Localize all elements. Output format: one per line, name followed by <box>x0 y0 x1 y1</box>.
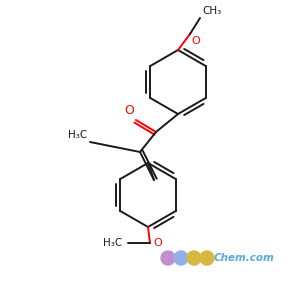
Circle shape <box>174 251 188 265</box>
Text: O: O <box>153 238 162 248</box>
Circle shape <box>161 251 175 265</box>
Text: H₃C: H₃C <box>103 238 122 248</box>
Text: Chem.com: Chem.com <box>214 253 275 263</box>
Circle shape <box>187 251 201 265</box>
Circle shape <box>200 251 214 265</box>
Text: CH₃: CH₃ <box>202 6 221 16</box>
Text: O: O <box>124 104 134 117</box>
Text: H₃C: H₃C <box>68 130 87 140</box>
Text: O: O <box>191 36 200 46</box>
